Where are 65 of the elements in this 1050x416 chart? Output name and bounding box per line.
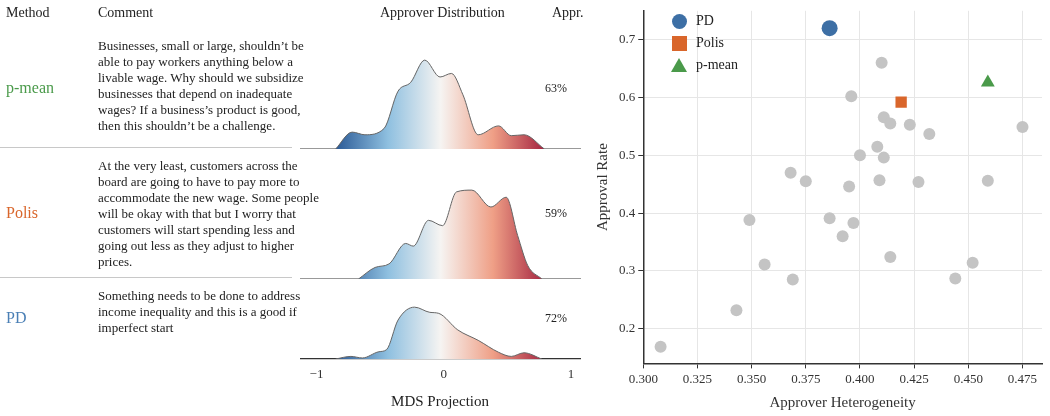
- x-axis-title: Approver Heterogeneity: [769, 393, 917, 410]
- x-tick-label: −1: [309, 366, 324, 382]
- text: Approver Distribution: [380, 5, 505, 21]
- point: [873, 174, 886, 187]
- x-tick-label: 0.475: [1007, 370, 1038, 386]
- point: [871, 140, 884, 153]
- x-tick-label: 1: [567, 366, 575, 382]
- annotation: 72%: [545, 309, 567, 327]
- point: [821, 20, 838, 37]
- y-tick-label: 0.2: [619, 320, 636, 336]
- point: [923, 127, 936, 140]
- x-tick-label: 0.425: [899, 370, 929, 386]
- point: [786, 273, 799, 286]
- y-axis-title: Approval Rate: [593, 142, 610, 232]
- x-tick-label: 0.375: [791, 370, 821, 386]
- point: [853, 149, 866, 162]
- x-tick-label: 0.400: [845, 370, 875, 386]
- annotation: 59%: [545, 204, 567, 222]
- point: [949, 272, 962, 285]
- x-tick-label: 0.300: [628, 370, 658, 386]
- text: Method: [6, 5, 50, 21]
- point: [743, 214, 756, 227]
- text: Appr.: [552, 5, 584, 21]
- annotation: 63%: [545, 79, 567, 97]
- x-axis-title: MDS Projection: [391, 392, 490, 409]
- point: [877, 151, 890, 164]
- y-tick-label: 0.5: [619, 146, 636, 162]
- point: [884, 117, 897, 130]
- annotation: Something needs to be done to address income inequality and this is a good if imperfect start: [98, 288, 302, 336]
- point: [912, 175, 925, 188]
- y-tick-label: 0.6: [619, 88, 636, 104]
- x-tick-label: 0.325: [682, 370, 713, 386]
- legend-label: p-mean: [696, 57, 738, 73]
- point: [875, 56, 888, 69]
- point: [895, 96, 907, 108]
- point: [981, 174, 994, 187]
- x-tick-label: 0: [440, 366, 448, 382]
- point: [1016, 120, 1029, 133]
- point: [758, 258, 771, 271]
- y-tick-label: 0.4: [619, 204, 636, 220]
- annotation: At the very least, customers across the board are going to have to pay more to accommodate the new wage. Some people will be okay with that but I worry that customers will start spending less and going out less as they adjust to higher prices.: [98, 158, 320, 270]
- point: [847, 216, 860, 229]
- x-tick-label: 0.450: [953, 370, 983, 386]
- point: [884, 251, 897, 264]
- y-tick-label: 0.7: [619, 31, 636, 47]
- annotation: Businesses, small or large, shouldn’t be able to pay workers anything below a livable wage. Why should we subsidize businesses that depend on inadequate wages? If a business’s product is good, then this shouldn’t be a challenge.: [98, 38, 305, 134]
- point: [823, 212, 836, 225]
- point: [845, 90, 858, 103]
- x-tick-label: 0.350: [736, 370, 767, 386]
- point: [654, 340, 667, 353]
- category-label: PD: [6, 308, 27, 328]
- text: Comment: [98, 5, 154, 21]
- category-label: Polis: [6, 203, 39, 223]
- legend-label: Polis: [696, 35, 725, 51]
- point: [799, 175, 812, 188]
- point: [980, 74, 995, 87]
- point: [966, 256, 979, 269]
- point: [843, 180, 856, 193]
- y-tick-label: 0.3: [619, 262, 636, 278]
- point: [903, 118, 916, 131]
- point: [784, 166, 797, 179]
- legend-label: PD: [696, 13, 714, 29]
- category-label: p-mean: [6, 78, 54, 99]
- point: [730, 304, 743, 317]
- point: [836, 230, 849, 243]
